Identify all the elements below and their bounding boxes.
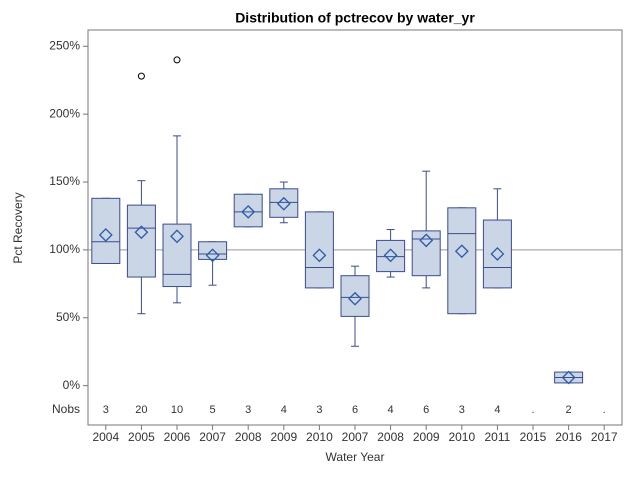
mean-marker [98, 228, 113, 242]
mean-marker [383, 248, 398, 263]
mean-marker [561, 370, 576, 385]
nobs-value: 3 [245, 404, 251, 416]
x-tick-label: 2005 [128, 430, 155, 444]
y-tick-label: 0% [63, 378, 81, 392]
box [447, 207, 477, 315]
y-axis-title: Pct Recovery [11, 192, 25, 263]
y-tick-label: 200% [49, 106, 80, 120]
mean-marker [419, 233, 434, 248]
box [198, 241, 228, 260]
box [91, 197, 121, 264]
x-tick-label: 2006 [164, 430, 191, 444]
x-tick-label: 2007 [199, 430, 226, 444]
x-tick-label: 2016 [555, 430, 582, 444]
chart-title: Distribution of pctrecov by water_yr [235, 10, 475, 26]
box [340, 275, 370, 317]
x-tick-label: 2010 [448, 430, 475, 444]
x-tick-label: 2010 [306, 430, 333, 444]
mean-marker [170, 229, 184, 244]
nobs-value: 5 [210, 404, 216, 416]
outlier [173, 56, 181, 64]
mean-marker [454, 244, 469, 259]
mean-marker [490, 247, 505, 261]
nobs-value: 4 [494, 404, 500, 416]
nobs-value: . [531, 404, 534, 416]
nobs-value: 3 [316, 404, 322, 416]
x-tick-label: 2017 [591, 430, 618, 444]
x-tick-label: 2009 [270, 430, 297, 444]
outlier [137, 72, 145, 80]
box [233, 193, 263, 228]
y-tick-label: 100% [49, 242, 80, 256]
nobs-value: 10 [171, 404, 183, 416]
mean-marker [205, 248, 220, 263]
mean-marker [348, 291, 362, 306]
mean-marker [312, 248, 327, 263]
box [162, 223, 192, 288]
nobs-value: . [603, 404, 606, 416]
x-tick-label: 2007 [342, 430, 369, 444]
nobs-value: 4 [281, 404, 287, 416]
y-tick-label: 250% [49, 38, 80, 52]
box [126, 204, 156, 278]
box [376, 239, 406, 273]
x-tick-label: 2008 [235, 430, 262, 444]
x-tick-label: 2011 [484, 430, 510, 444]
x-axis-title: Water Year [326, 450, 385, 464]
nobs-label: Nobs [52, 402, 80, 416]
box [411, 230, 441, 277]
nobs-value: 2 [566, 404, 572, 416]
x-tick-label: 2015 [520, 430, 547, 444]
nobs-value: 20 [135, 404, 147, 416]
y-tick-label: 50% [56, 310, 80, 324]
x-tick-label: 2004 [92, 430, 119, 444]
mean-marker [134, 225, 149, 240]
nobs-value: 4 [388, 404, 394, 416]
nobs-value: 6 [423, 404, 429, 416]
box [269, 188, 299, 218]
nobs-value: 6 [352, 404, 358, 416]
nobs-value: 3 [103, 404, 109, 416]
x-tick-label: 2009 [413, 430, 440, 444]
mean-marker [241, 204, 256, 219]
x-tick-label: 2008 [377, 430, 404, 444]
y-tick-label: 150% [49, 174, 80, 188]
mean-marker [276, 196, 291, 211]
nobs-value: 3 [459, 404, 465, 416]
box [482, 219, 512, 289]
